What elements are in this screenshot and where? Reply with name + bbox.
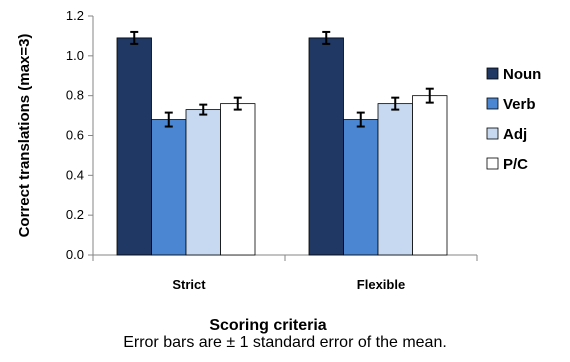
legend-label: Verb (503, 96, 536, 113)
bar (377, 103, 413, 256)
y-axis: 0.0 0.2 0.4 0.6 0.8 1.0 1.2 (66, 8, 94, 262)
y-tick-label: 0.6 (66, 128, 84, 143)
x-axis: Strict Flexible (92, 254, 478, 292)
bar (116, 37, 152, 256)
y-tick-label: 0.8 (66, 88, 84, 103)
legend-label: Adj (503, 126, 527, 143)
bar (220, 103, 256, 256)
y-tick-label: 0.4 (66, 167, 84, 182)
x-axis-label: Scoring criteria (209, 317, 326, 334)
legend-label: P/C (503, 156, 528, 173)
legend-swatch (486, 67, 499, 80)
error-bars (130, 30, 434, 128)
y-axis-label: Correct translations (max=3) (16, 34, 33, 238)
bars (116, 37, 448, 256)
legend-swatch (486, 127, 499, 140)
legend-swatch (486, 97, 499, 110)
error-bar-note: Error bars are ± 1 standard error of the… (123, 334, 447, 351)
legend-label: Noun (503, 66, 541, 83)
y-tick-label: 0.0 (66, 247, 84, 262)
bar (151, 119, 187, 256)
legend: Noun Verb Adj P/C (486, 66, 541, 173)
y-tick-label: 0.2 (66, 207, 84, 222)
bar (343, 119, 379, 256)
legend-swatch (486, 157, 499, 170)
x-tick-label: Strict (172, 277, 206, 292)
bar (185, 109, 221, 256)
bar (412, 95, 448, 256)
y-tick-label: 1.2 (66, 8, 84, 23)
y-tick-label: 1.0 (66, 48, 84, 63)
x-tick-label: Flexible (357, 277, 405, 292)
bar (308, 37, 344, 256)
